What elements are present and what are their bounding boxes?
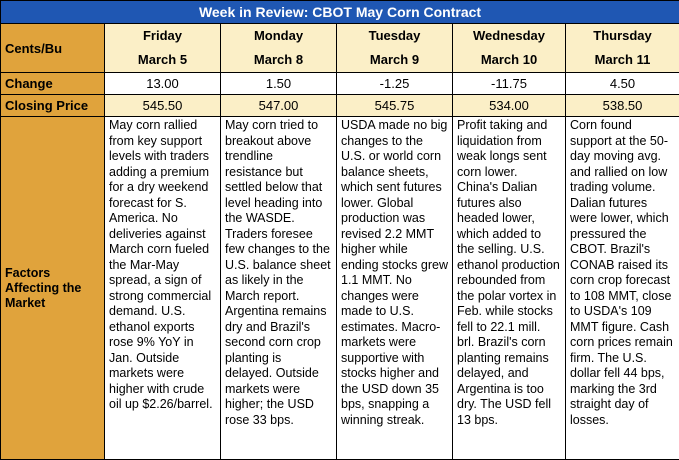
factors-tuesday: USDA made no big changes to the U.S. or …: [337, 117, 453, 460]
day-date: March 10: [453, 48, 565, 72]
day-name: Monday: [221, 24, 336, 48]
change-value-thursday: 4.50: [566, 73, 679, 95]
factors-monday: May corn tried to breakout above trendli…: [221, 117, 337, 460]
day-name: Tuesday: [337, 24, 452, 48]
change-label: Change: [1, 73, 105, 95]
factors-label: Factors Affecting the Market: [1, 117, 105, 460]
day-header-thursday: Thursday March 11: [566, 24, 679, 73]
factors-wednesday: Profit taking and liquidation from weak …: [453, 117, 566, 460]
day-date: March 8: [221, 48, 336, 72]
change-value-tuesday: -1.25: [337, 73, 453, 95]
factors-thursday: Corn found support at the 50-day moving …: [566, 117, 679, 460]
day-header-friday: Friday March 5: [105, 24, 221, 73]
day-name: Wednesday: [453, 24, 565, 48]
day-date: March 11: [566, 48, 679, 72]
closing-price-wednesday: 534.00: [453, 95, 566, 117]
day-header-wednesday: Wednesday March 10: [453, 24, 566, 73]
day-date: March 9: [337, 48, 452, 72]
day-name: Thursday: [566, 24, 679, 48]
closing-price-friday: 545.50: [105, 95, 221, 117]
change-value-friday: 13.00: [105, 73, 221, 95]
factors-friday: May corn rallied from key support levels…: [105, 117, 221, 460]
closing-price-tuesday: 545.75: [337, 95, 453, 117]
change-value-monday: 1.50: [221, 73, 337, 95]
change-value-wednesday: -11.75: [453, 73, 566, 95]
day-date: March 5: [105, 48, 220, 72]
table-title: Week in Review: CBOT May Corn Contract: [1, 1, 679, 24]
closing-price-label: Closing Price: [1, 95, 105, 117]
day-name: Friday: [105, 24, 220, 48]
closing-price-thursday: 538.50: [566, 95, 679, 117]
day-header-monday: Monday March 8: [221, 24, 337, 73]
day-header-tuesday: Tuesday March 9: [337, 24, 453, 73]
units-label: Cents/Bu: [1, 24, 105, 73]
closing-price-monday: 547.00: [221, 95, 337, 117]
